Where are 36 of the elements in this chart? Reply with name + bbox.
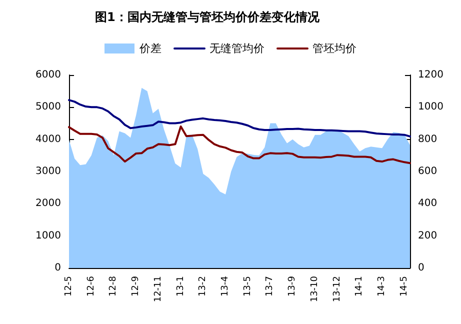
line-series bbox=[68, 99, 411, 138]
x-tick-label: 13-1 bbox=[176, 276, 186, 296]
x-tick-label: 13-9 bbox=[288, 276, 298, 296]
x-tick-label: 13-12 bbox=[332, 276, 342, 302]
x-tick-label: 13-4 bbox=[220, 276, 231, 296]
line-series bbox=[68, 125, 411, 164]
y-tick-label: 6000 bbox=[36, 70, 61, 80]
x-tick-label: 12-9 bbox=[131, 276, 142, 296]
x-tick-label: 12-8 bbox=[108, 276, 119, 296]
legend-label: 价差 bbox=[138, 42, 162, 55]
y2-tick-label: 1000 bbox=[418, 102, 444, 113]
y-tick-label: 3000 bbox=[36, 166, 61, 177]
x-tick-label: 13-7 bbox=[265, 276, 276, 296]
x-tick-label: 13-10 bbox=[310, 276, 320, 302]
y2-tick-label: 600 bbox=[418, 166, 438, 177]
legend-label: 管坯均价 bbox=[312, 42, 356, 55]
y2-tick-label: 400 bbox=[418, 198, 438, 210]
chart-title: 图1：国内无缝管与管坯均价价差变化情况 bbox=[95, 10, 320, 24]
x-tick-label: 12-6 bbox=[86, 276, 96, 296]
x-tick-label: 12-11 bbox=[153, 276, 164, 302]
y-tick-label: 5000 bbox=[36, 102, 61, 113]
x-tick-label: 14-5 bbox=[399, 276, 410, 296]
y2-tick-label: 200 bbox=[418, 230, 438, 242]
legend-label: 无缝管均价 bbox=[210, 42, 264, 55]
x-tick-label: 13-2 bbox=[198, 276, 208, 296]
y2-tick-label: 800 bbox=[418, 134, 438, 145]
y-tick-label: 0 bbox=[54, 262, 61, 274]
x-tick-label: 14-3 bbox=[377, 276, 388, 296]
x-tick-label: 13-5 bbox=[242, 276, 253, 296]
y-tick-label: 2000 bbox=[36, 198, 61, 210]
y-tick-label: 1000 bbox=[36, 230, 61, 242]
x-tick-label: 12-5 bbox=[64, 276, 74, 296]
y2-tick-label: 0 bbox=[418, 262, 424, 274]
x-tick-label: 14-1 bbox=[354, 276, 365, 296]
y2-tick-label: 1200 bbox=[418, 70, 444, 80]
y-tick-label: 4000 bbox=[36, 134, 61, 145]
